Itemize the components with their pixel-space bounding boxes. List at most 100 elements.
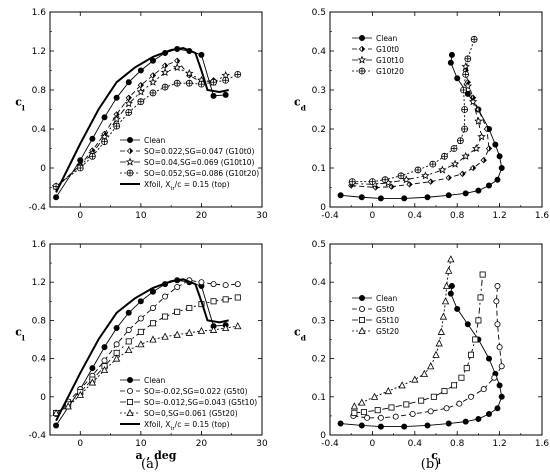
data-point-s1 (101, 114, 108, 121)
data-point-s1 (496, 153, 503, 160)
data-point-s4 (197, 326, 206, 334)
data-point-s1 (485, 182, 492, 189)
data-point-s3 (430, 393, 437, 400)
data-point-s3 (461, 151, 470, 160)
data-point-s3 (477, 294, 484, 301)
x-tick-label: 0 (77, 439, 83, 449)
data-point-s4 (76, 164, 84, 172)
y-tick-label: 0.3 (312, 86, 326, 96)
data-point-s1 (445, 420, 452, 427)
y-tick-label: -0.4 (28, 203, 46, 213)
series-line-4 (352, 39, 475, 183)
y-tick-label: 1.6 (32, 8, 47, 18)
y-tick-label: 1.2 (32, 47, 46, 57)
data-point-s3 (472, 336, 479, 343)
data-point-s1 (53, 422, 60, 429)
data-point-s2 (459, 170, 466, 178)
x-tick-label: 1.2 (492, 211, 506, 221)
data-point-s4 (185, 328, 193, 336)
data-point-s2 (162, 293, 169, 300)
legend-label: Xfoil, Xtr/c = 0.15 (top) (144, 180, 230, 192)
data-point-s3 (451, 382, 458, 389)
y-tick-label: 0.2 (312, 355, 326, 365)
data-point-s4 (52, 408, 60, 417)
data-point-s2 (409, 410, 416, 417)
legend-label: G5t0 (376, 305, 395, 314)
x-axis-label: a , deg (136, 449, 177, 462)
data-point-s1 (377, 423, 384, 430)
x-tick-label: 0.8 (450, 211, 465, 221)
data-point-s3 (136, 87, 146, 96)
data-point-s1 (125, 309, 132, 316)
data-point-s4 (234, 71, 242, 78)
legend-label: SO=0.022,SG=0.047 (G10t0) (144, 147, 255, 156)
data-point-s1 (492, 141, 499, 148)
data-point-s3 (403, 401, 410, 408)
data-point-s4 (88, 378, 97, 386)
data-point-s1 (358, 194, 365, 201)
x-tick-label: 0.8 (450, 439, 465, 449)
data-point-s4 (411, 375, 419, 383)
data-point-s1 (485, 410, 492, 417)
legend-label: Clean (376, 294, 398, 303)
legend-marker (127, 136, 134, 143)
data-point-s1 (222, 91, 229, 98)
data-point-s4 (439, 312, 448, 320)
data-point-s3 (234, 294, 241, 301)
data-point-s1 (485, 355, 492, 362)
data-point-s2 (125, 326, 132, 333)
legend-label: Clean (144, 136, 166, 145)
data-point-s4 (161, 83, 169, 91)
data-point-s4 (221, 323, 230, 332)
legend-marker (126, 169, 134, 177)
y-tick-label: 0.5 (312, 8, 326, 18)
data-point-s1 (445, 192, 452, 199)
chart-panel-3: -0.4 0 0.4 0.8 1.2 1.600.10.20.30.40.5cdClean… (294, 8, 549, 221)
legend-label: Clean (376, 34, 398, 43)
legend-marker (358, 305, 365, 312)
series-line-3 (55, 297, 238, 414)
data-point-s3 (472, 144, 481, 153)
x-tick-label: 20 (196, 439, 208, 449)
series-line-4 (55, 325, 238, 414)
data-point-s4 (442, 281, 451, 290)
data-point-s2 (485, 145, 493, 152)
series-line-2 (55, 279, 238, 415)
data-point-s2 (498, 363, 505, 370)
y-tick-label: 0.4 (312, 47, 327, 57)
data-point-s3 (360, 409, 367, 416)
data-point-s4 (137, 98, 145, 106)
data-point-s1 (464, 90, 471, 97)
data-point-s2 (198, 279, 205, 286)
data-point-s4 (384, 386, 392, 395)
legend-label: G5t20 (376, 327, 399, 336)
legend-marker (358, 316, 365, 323)
series-layer (337, 35, 505, 202)
legend-label: SO=0.04,SG=0.069 (G10t10) (144, 158, 255, 167)
data-point-s2 (210, 281, 217, 288)
x-tick-label: -0.4 (321, 211, 339, 221)
data-point-s4 (381, 176, 389, 184)
data-point-s1 (401, 195, 408, 202)
data-point-s1 (424, 422, 431, 429)
x-tick-label: 10 (135, 439, 147, 449)
x-tick-label: 10 (135, 211, 147, 221)
data-point-s4 (461, 106, 469, 113)
legend-marker (126, 147, 134, 155)
data-point-s3 (174, 308, 181, 315)
data-point-s3 (474, 116, 483, 125)
data-point-s3 (124, 99, 133, 108)
data-point-s1 (462, 190, 469, 197)
x-tick-label: 0 (77, 211, 83, 221)
data-point-s2 (392, 413, 399, 420)
panel-label-a: (a) (141, 457, 159, 472)
data-point-s1 (475, 415, 482, 422)
data-point-s4 (125, 345, 133, 354)
data-point-s2 (222, 282, 229, 289)
data-point-s1 (494, 405, 501, 412)
y-tick-label: 0.8 (32, 86, 47, 96)
data-point-s3 (479, 271, 486, 278)
y-tick-label: 0.3 (312, 316, 326, 326)
data-point-s1 (137, 298, 144, 305)
y-axis-label: cd (294, 96, 307, 113)
